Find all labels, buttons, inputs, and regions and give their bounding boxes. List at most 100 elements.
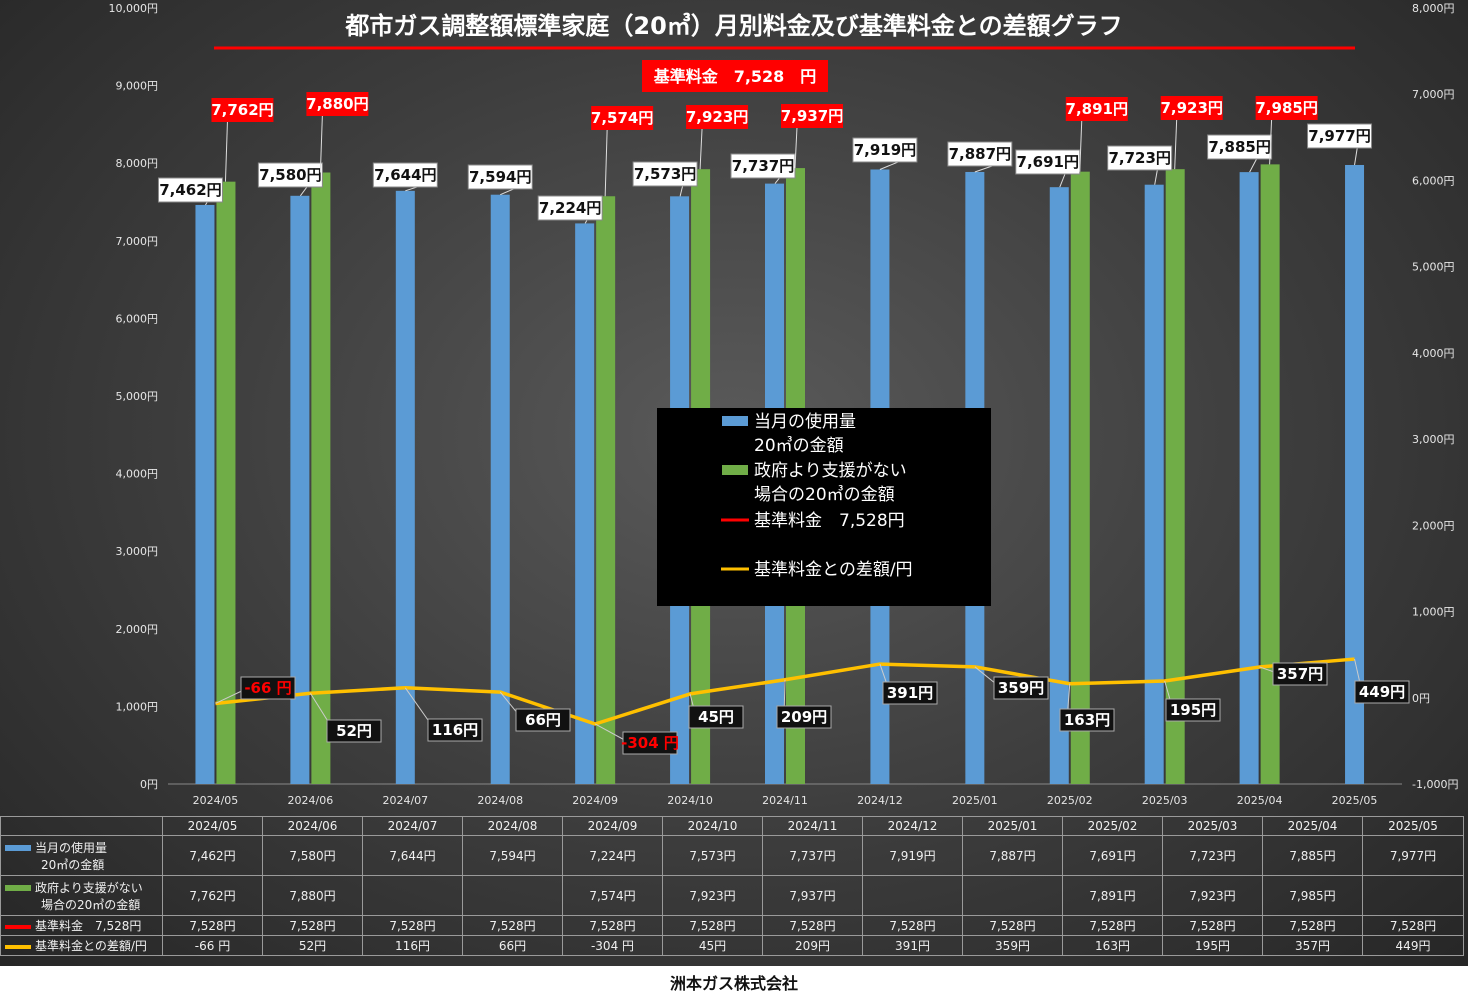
table-cell: 7,528円 [1262, 915, 1363, 936]
table-legend-swatch [5, 924, 31, 929]
value-label-diff-box [882, 681, 938, 705]
bar-no-support [1070, 171, 1090, 785]
table-cell: 7,528円 [262, 915, 363, 936]
chart-title: 都市ガス調整額標準家庭（20㎥）月別料金及び基準料金との差額グラフ [344, 12, 1122, 40]
value-label-diff: -304 円 [621, 734, 679, 752]
value-label-no-support-box [781, 104, 843, 128]
y2-tick-label: 7,000円 [1412, 88, 1455, 101]
x-tick-label: 2024/07 [382, 794, 428, 807]
table-cell: 7,985円 [1262, 875, 1363, 916]
table-cell: 52円 [262, 935, 363, 956]
value-label-diff-box [1059, 708, 1115, 732]
value-label-current: 7,737円 [732, 157, 794, 175]
value-label-no-support-box [306, 92, 369, 116]
value-label-no-support: 7,574円 [591, 109, 653, 127]
value-label-diff: 449円 [1359, 683, 1405, 701]
table-cell: -304 円 [562, 935, 663, 956]
value-label-diff-box [1165, 698, 1221, 722]
table-cell: 66円 [462, 935, 563, 956]
value-label-current: 7,723円 [1108, 149, 1170, 167]
table-cell: 7,923円 [662, 875, 763, 916]
legend-label: 場合の20㎥の金額 [754, 485, 895, 505]
table-cell: 7,528円 [162, 915, 263, 936]
bar-no-support [1165, 169, 1185, 785]
table-legend-label: 政府より支援がない [35, 880, 143, 895]
legend-swatch [722, 465, 748, 475]
table-cell: 7,528円 [562, 915, 663, 936]
value-label-diff: -66 円 [244, 679, 291, 697]
table-corner-cell [0, 816, 163, 836]
x-tick-label: 2024/08 [477, 794, 523, 807]
table-cell: 7,762円 [162, 875, 263, 916]
y2-tick-label: 8,000円 [1412, 2, 1455, 15]
table-cell: 7,885円 [1262, 835, 1363, 876]
value-leader-line [1269, 118, 1273, 165]
table-cell: 7,923円 [1162, 875, 1263, 916]
bar-current-month [290, 195, 310, 785]
value-leader-line [1354, 145, 1359, 166]
value-leader-line [1154, 167, 1159, 185]
table-legend-cell: 基準料金 7,528円 [0, 915, 163, 936]
legend-label: 当月の使用量 [754, 411, 856, 432]
value-leader-line [224, 120, 228, 182]
value-label-diff: 195円 [1170, 701, 1216, 719]
table-cell: 7,528円 [862, 915, 963, 936]
y-tick-label: 2,000円 [116, 623, 159, 636]
value-leader-line [699, 127, 703, 170]
value-leader-line [1174, 118, 1178, 170]
table-legend-label: 基準料金 7,528円 [35, 919, 142, 933]
bar-no-support [1260, 164, 1280, 784]
legend-swatch [722, 416, 748, 426]
table-cell: 7,937円 [762, 875, 863, 916]
table-cell: 7,977円 [1362, 835, 1464, 876]
x-tick-label: 2024/09 [572, 794, 618, 807]
x-tick-label: 2025/01 [952, 794, 998, 807]
bar-current-month [1144, 184, 1164, 785]
value-label-no-support: 7,762円 [211, 101, 273, 119]
table-cell: 7,891円 [1062, 875, 1163, 916]
table-legend-label: 当月の使用量 [35, 840, 108, 855]
table-header-cell: 2024/10 [662, 816, 763, 836]
bar-current-month [575, 223, 595, 784]
value-label-no-support-box [1255, 96, 1318, 120]
table-header-cell: 2025/03 [1162, 816, 1263, 836]
y2-tick-label: 4,000円 [1412, 347, 1455, 360]
bar-current-month [1049, 187, 1069, 784]
table-header-cell: 2024/07 [362, 816, 463, 836]
x-tick-label: 2024/05 [193, 794, 239, 807]
table-row: 基準料金との差額/円 -66 円 52円 116円 66円 -304 円 45円 209円 39… [0, 935, 1464, 956]
value-label-current-box [1307, 123, 1373, 149]
y-tick-label: 9,000円 [116, 80, 159, 93]
value-label-diff-box [1272, 662, 1328, 686]
value-label-no-support: 7,880円 [306, 95, 368, 113]
y-tick-label: 10,000円 [109, 2, 159, 15]
table-cell: 359円 [962, 935, 1063, 956]
table-cell: -66 円 [162, 935, 263, 956]
bar-no-support [596, 196, 616, 785]
value-label-current: 7,573円 [634, 165, 696, 183]
x-tick-label: 2024/12 [857, 794, 903, 807]
table-cell: 7,887円 [962, 835, 1063, 876]
value-label-diff-box [427, 718, 483, 742]
table-legend-cell: 当月の使用量 20㎥の金額 [0, 835, 163, 876]
table-cell: 7,737円 [762, 835, 863, 876]
value-label-diff: 357円 [1277, 665, 1323, 683]
table-cell: 7,224円 [562, 835, 663, 876]
value-label-diff: 209円 [781, 708, 827, 726]
value-label-no-support: 7,985円 [1255, 99, 1317, 117]
table-cell: 45円 [662, 935, 763, 956]
x-tick-label: 2024/10 [667, 794, 713, 807]
table-row: 政府より支援がない 場合の20㎥の金額 7,762円 7,880円 7,574円 7,92… [0, 875, 1464, 916]
table-cell: 163円 [1062, 935, 1163, 956]
value-label-no-support-box [211, 98, 274, 122]
table-legend-label: 20㎥の金額 [41, 857, 105, 872]
value-label-diff: 66円 [525, 711, 561, 729]
value-label-current-box [537, 195, 603, 221]
table-cell: 7,528円 [1362, 915, 1464, 936]
company-name: 洲本ガス株式会社 [669, 974, 798, 993]
y-tick-label: 3,000円 [116, 545, 159, 558]
value-label-diff-box [776, 705, 832, 729]
value-label-current: 7,887円 [949, 145, 1011, 163]
legend-box [657, 408, 991, 606]
y-tick-label: 0円 [140, 778, 158, 791]
